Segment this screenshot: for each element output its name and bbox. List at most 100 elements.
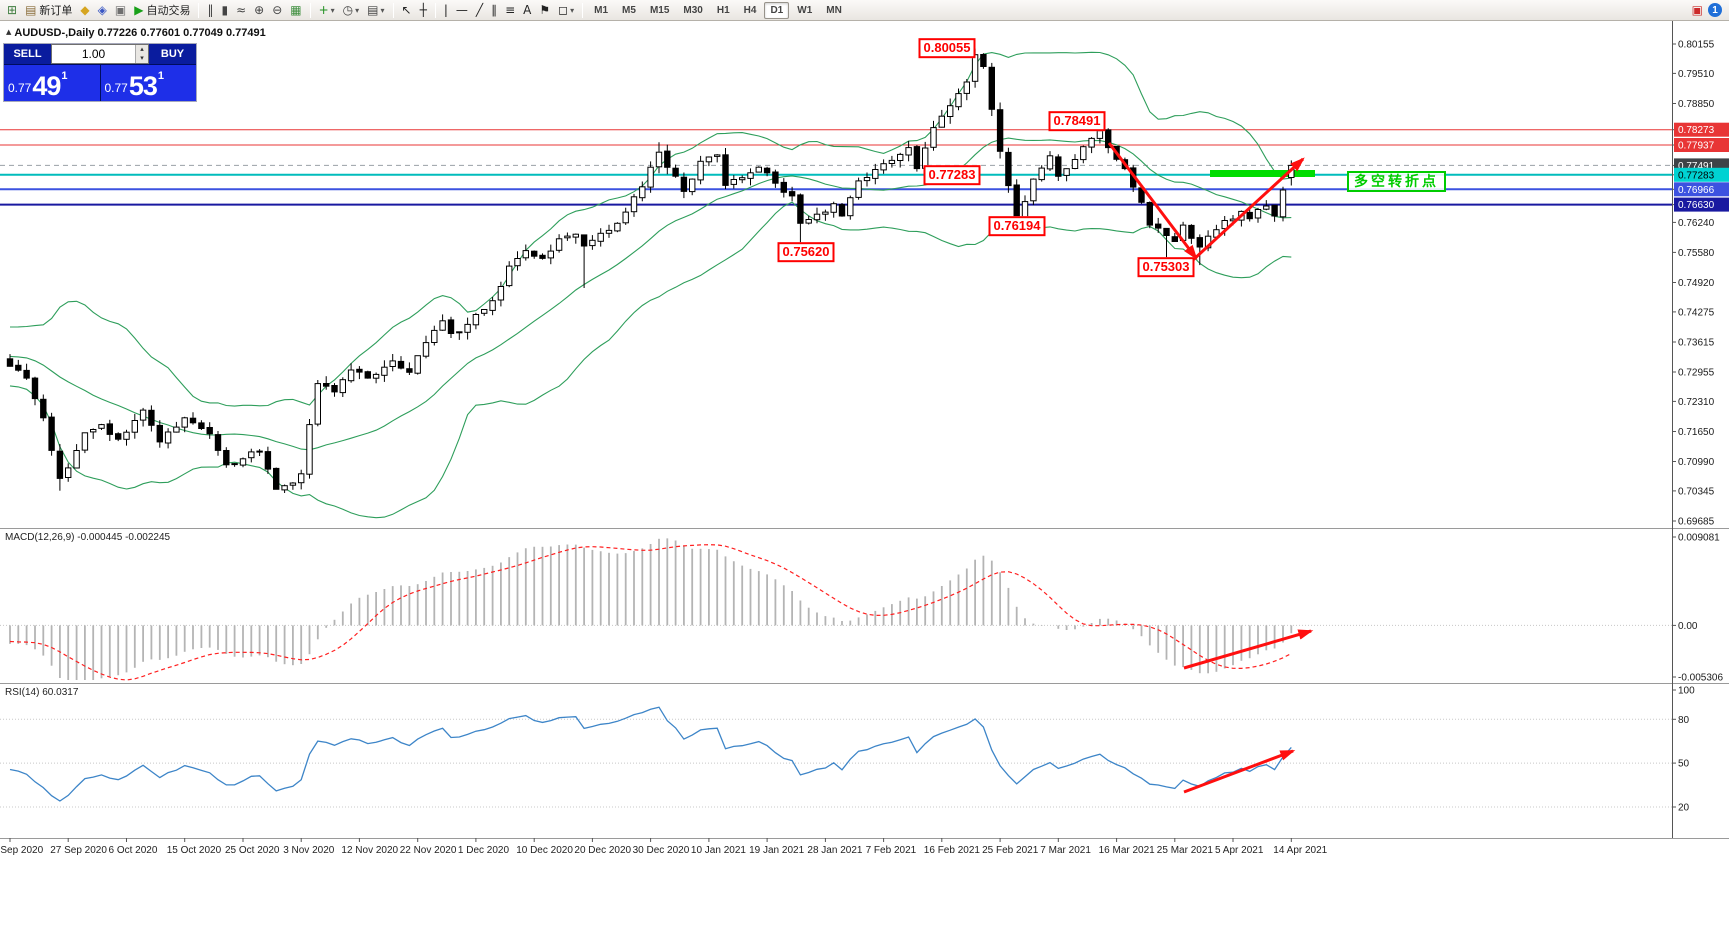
volume-up-icon[interactable]: ▴ <box>136 45 148 54</box>
candle-body <box>506 265 513 287</box>
timeframe-d1[interactable]: D1 <box>764 1 790 19</box>
templates-icon[interactable]: ▤ ▾ <box>364 1 387 20</box>
chart-sync-icon[interactable]: ▣ <box>1691 3 1703 17</box>
macd-panel: 0.009081 0.00 -0.005306 <box>0 533 1723 684</box>
channel-icon[interactable]: ∥ <box>488 1 500 20</box>
indicators-icon[interactable]: + ▾ <box>316 1 338 20</box>
channel-icon-glyph: ∥ <box>491 3 498 17</box>
fibonacci-icon[interactable]: ≡ <box>502 1 518 20</box>
new-chart-button[interactable]: ⊞ <box>4 1 20 20</box>
timeframe-m5[interactable]: M5 <box>622 4 636 16</box>
candle-body <box>239 458 247 466</box>
auto-trading-button[interactable]: ▶ 自动交易 <box>131 1 193 20</box>
candle-body <box>647 166 654 188</box>
candle-body <box>264 451 272 470</box>
timeframe-m30[interactable]: M30 <box>683 4 703 16</box>
navigator-icon[interactable]: ◈ <box>95 1 110 20</box>
candle-body <box>281 485 288 491</box>
candle-body <box>214 434 222 451</box>
candle-body <box>863 177 871 182</box>
arrow-label-icon[interactable]: ⚑ <box>536 1 553 20</box>
timeframe-h4[interactable]: H4 <box>743 4 757 16</box>
candle-body <box>23 369 30 379</box>
shapes-icon[interactable]: ◻ ▾ <box>555 1 577 20</box>
candle-body <box>597 232 604 242</box>
candle-body <box>739 177 746 181</box>
candle-body <box>897 153 904 161</box>
periods-icon[interactable]: ◷ ▾ <box>340 1 363 20</box>
trendline-icon[interactable]: ╱ <box>473 1 486 20</box>
timeframe-w1[interactable]: W1 <box>797 4 813 16</box>
crosshair-icon[interactable]: ┼ <box>417 1 430 20</box>
bid-price-prefix: 0.77 <box>8 81 32 95</box>
cursor-icon[interactable]: ↖ <box>399 1 415 20</box>
candle-body <box>414 355 421 374</box>
ohlc-bars-icon-glyph: ‖ <box>207 3 214 17</box>
candle-body <box>722 154 729 186</box>
price-tick-label: 0.76630 <box>1678 200 1715 211</box>
terminal-icon[interactable]: ▣ <box>112 1 129 20</box>
market-watch-icon[interactable]: ◆ <box>77 1 92 20</box>
candle-body <box>1163 227 1170 236</box>
line-chart-icon[interactable]: ≈ <box>233 1 249 20</box>
candle-body <box>298 473 305 484</box>
new-order-button[interactable]: ▤ 新订单 <box>22 1 75 20</box>
text-icon-glyph: A <box>523 3 532 17</box>
ask-price-pips: 53 <box>128 71 158 102</box>
toolbar-divider <box>392 2 394 18</box>
candle-body <box>198 422 205 429</box>
candle-body <box>73 450 80 469</box>
new-order-glyph: ▤ <box>25 3 37 17</box>
date-label: 7 Feb 2021 <box>866 845 917 856</box>
price-tick-label: 0.78850 <box>1678 99 1715 110</box>
tile-windows-icon[interactable]: ▦ <box>287 1 304 20</box>
zoom-out-icon[interactable]: ⊖ <box>269 1 285 20</box>
tile-windows-icon-glyph: ▦ <box>290 3 302 17</box>
volume-input[interactable]: 1.00 ▴ ▾ <box>51 44 149 64</box>
candle-body <box>1221 220 1228 230</box>
timeframe-m15[interactable]: M15 <box>649 4 670 16</box>
trade-panel-top-row: SELL 1.00 ▴ ▾ BUY <box>4 44 196 64</box>
timeframe-m1[interactable]: M1 <box>594 4 609 16</box>
market-watch-icon-glyph: ◆ <box>80 3 90 17</box>
candle-body <box>1046 155 1054 170</box>
sell-button[interactable]: SELL <box>4 44 51 64</box>
candle-body <box>48 416 55 451</box>
sell-price-button[interactable]: 0.77 49 1 <box>4 65 100 101</box>
candle-body <box>639 186 646 199</box>
date-label: 12 Nov 2020 <box>341 845 398 856</box>
ohlc-bars-icon[interactable]: ‖ <box>204 1 216 20</box>
price-tick-label: 0.69685 <box>1678 517 1715 528</box>
annotation-label: 多空转折点 <box>1347 171 1446 192</box>
notification-badge[interactable]: 1 <box>1708 3 1722 17</box>
candle-body <box>306 424 313 475</box>
one-click-trading-panel: SELL 1.00 ▴ ▾ BUY 0.77 49 1 0.77 53 1 <box>4 44 196 101</box>
vertical-line-icon[interactable]: | <box>441 1 451 20</box>
periods-icon-glyph: ◷ <box>342 3 354 17</box>
price-tick-label: 0.74920 <box>1678 278 1715 289</box>
candle-body <box>555 238 563 251</box>
candle-body <box>1038 167 1045 181</box>
candle-body <box>622 211 629 224</box>
timeframe-mn[interactable]: MN <box>826 4 842 16</box>
buy-button[interactable]: BUY <box>149 44 196 64</box>
support-zone-highlight <box>1210 170 1315 177</box>
candle-body <box>705 156 713 163</box>
volume-stepper[interactable]: ▴ ▾ <box>135 45 148 63</box>
candle-body <box>605 229 613 234</box>
volume-down-icon[interactable]: ▾ <box>136 54 148 63</box>
candle-body <box>547 250 554 259</box>
horizontal-line-icon[interactable]: — <box>453 1 471 20</box>
candlestick-icon[interactable]: ▮ <box>218 1 231 20</box>
buy-price-button[interactable]: 0.77 53 1 <box>100 65 196 102</box>
date-label: 1 Dec 2020 <box>458 845 510 856</box>
timeframe-h1[interactable]: H1 <box>716 4 730 16</box>
volume-value: 1.00 <box>81 47 106 61</box>
price-label-bg <box>1674 167 1729 182</box>
date-label: 28 Jan 2021 <box>807 845 862 856</box>
trend-arrow-2 <box>1191 157 1305 262</box>
candle-body <box>1196 237 1203 248</box>
text-icon[interactable]: A <box>520 1 534 20</box>
zoom-in-icon[interactable]: ⊕ <box>251 1 267 20</box>
